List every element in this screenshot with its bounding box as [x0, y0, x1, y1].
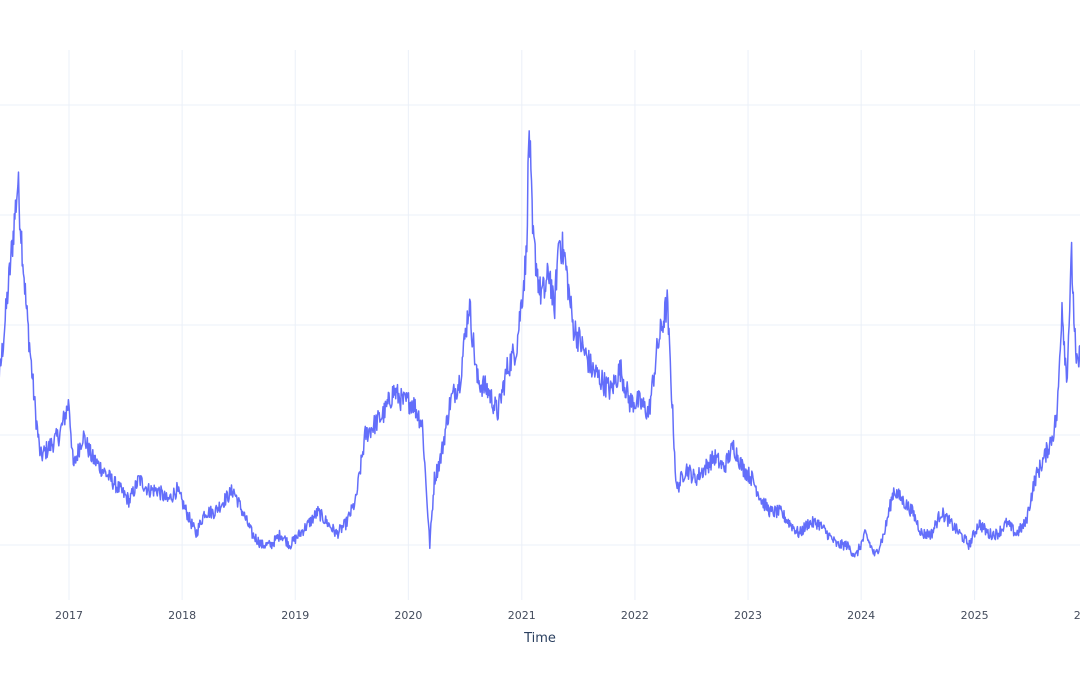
x-tick-label: 2021 — [508, 609, 536, 622]
x-tick-label: 2024 — [847, 609, 875, 622]
x-tick-label: 2018 — [168, 609, 196, 622]
x-tick-label: 2019 — [281, 609, 309, 622]
x-tick-label: 2022 — [621, 609, 649, 622]
series-layer — [0, 130, 1080, 558]
y-gridlines — [0, 104, 1080, 546]
x-tick-label: 2023 — [734, 609, 762, 622]
x-tick-label: 2020 — [394, 609, 422, 622]
series-line — [0, 130, 1080, 558]
x-tick-label: 2017 — [55, 609, 83, 622]
x-axis-title: Time — [523, 631, 556, 646]
x-tick-label: 2025 — [961, 609, 989, 622]
x-tick-labels: 2017 2018 2019 2020 2021 2022 2023 2024 2025 2026 — [55, 609, 1080, 622]
x-gridlines — [68, 50, 976, 600]
x-tick-label: 2026 — [1074, 609, 1080, 622]
